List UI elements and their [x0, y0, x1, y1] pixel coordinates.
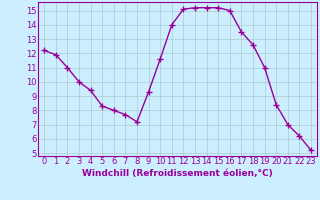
- X-axis label: Windchill (Refroidissement éolien,°C): Windchill (Refroidissement éolien,°C): [82, 169, 273, 178]
